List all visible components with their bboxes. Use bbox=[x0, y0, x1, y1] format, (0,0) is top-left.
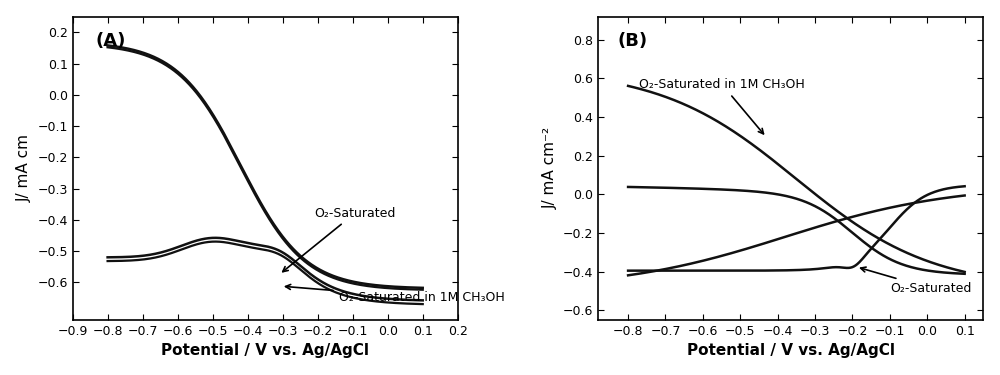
Text: O₂-Saturated: O₂-Saturated bbox=[861, 267, 971, 295]
Text: (A): (A) bbox=[96, 32, 126, 50]
X-axis label: Potential / V vs. Ag/AgCl: Potential / V vs. Ag/AgCl bbox=[687, 344, 895, 358]
Y-axis label: J/ mA cm: J/ mA cm bbox=[17, 134, 32, 202]
Text: (B): (B) bbox=[617, 32, 648, 50]
Text: O₂-Saturated in 1M CH₃OH: O₂-Saturated in 1M CH₃OH bbox=[286, 285, 504, 304]
Text: O₂-Saturated: O₂-Saturated bbox=[283, 207, 396, 272]
X-axis label: Potential / V vs. Ag/AgCl: Potential / V vs. Ag/AgCl bbox=[161, 344, 369, 358]
Text: O₂-Saturated in 1M CH₃OH: O₂-Saturated in 1M CH₃OH bbox=[639, 78, 805, 134]
Y-axis label: J/ mA cm⁻²: J/ mA cm⁻² bbox=[542, 127, 557, 209]
